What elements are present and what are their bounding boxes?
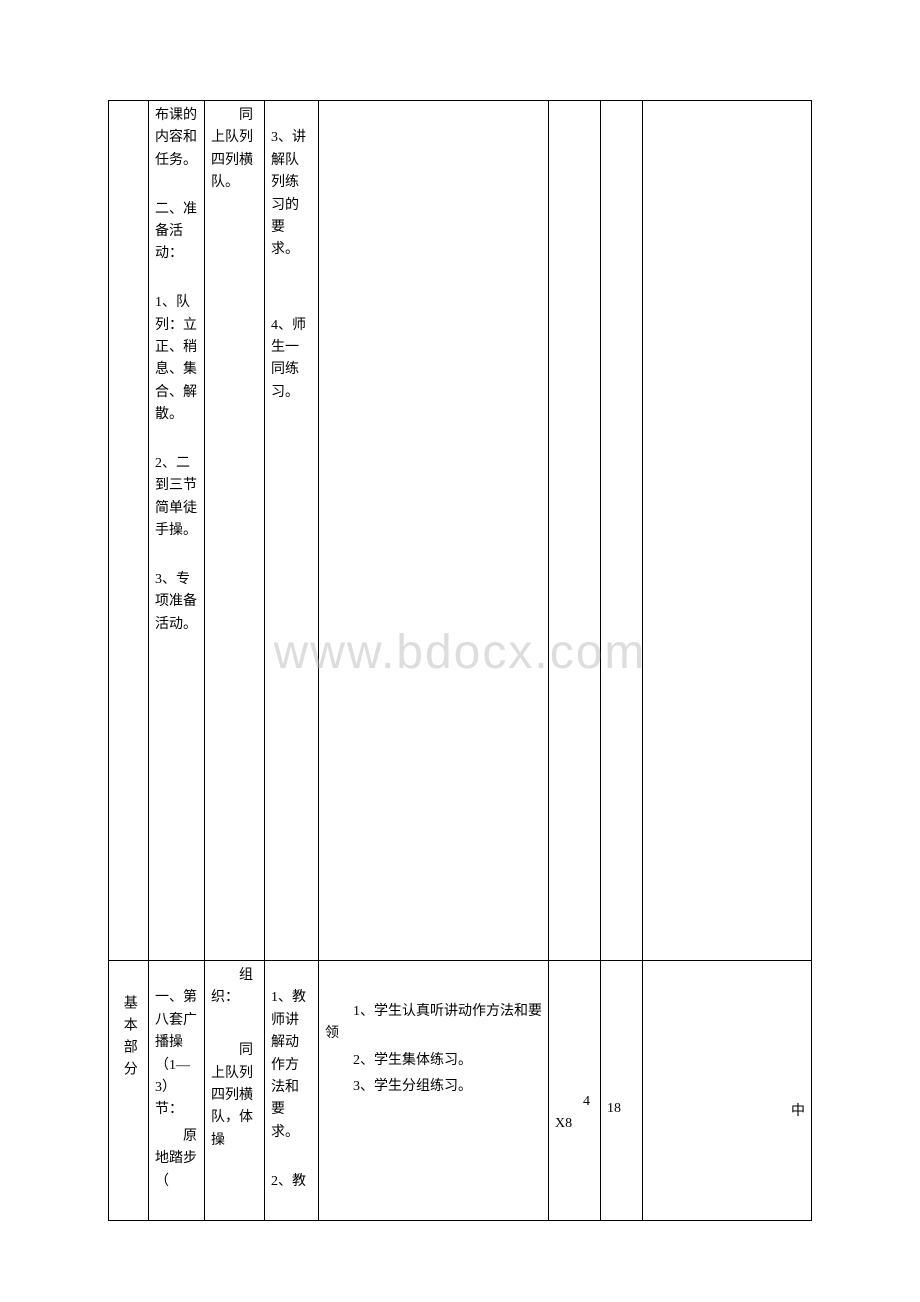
- cell-text: 3、讲解队列练习的要求。: [271, 105, 312, 262]
- cell-teacher-activity-1: 3、讲解队列练习的要求。 4、师生一同练习。: [265, 101, 319, 961]
- cell-text: 2、教: [271, 1148, 312, 1193]
- cell-count-1: [549, 101, 601, 961]
- cell-formation-2: 组织： 同上队列四列横队，体操: [205, 961, 265, 1221]
- cell-formation-1: 同上队列四列横队。: [205, 101, 265, 961]
- cell-time-2: 18: [601, 961, 643, 1221]
- cell-section-label-2: 基本部分: [109, 961, 149, 1221]
- cell-text: 布课的内容和任务。: [155, 105, 198, 172]
- cell-text: 1、教师讲解动作方法和要求。: [271, 965, 312, 1144]
- cell-text: 3、专项准备活动。: [155, 546, 198, 636]
- cell-text: 1、队列：立正、稍息、集合、解散。: [155, 270, 198, 427]
- cell-time-1: [601, 101, 643, 961]
- cell-text: 3、学生分组练习。: [325, 1076, 542, 1098]
- cell-text: 一、第八套广播操（1—3）节：: [155, 965, 198, 1122]
- cell-count-2: 4X8: [549, 961, 601, 1221]
- cell-student-activity-2: 1、学生认真听讲动作方法和要领 2、学生集体练习。 3、学生分组练习。: [319, 961, 549, 1221]
- cell-text: 2、学生集体练习。: [325, 1050, 542, 1072]
- cell-text: 原地踏步（: [155, 1126, 198, 1193]
- table-row: 基本部分 一、第八套广播操（1—3）节： 原地踏步（ 组织： 同上队列四列横队，…: [109, 961, 812, 1221]
- cell-text: 同上队列四列横队，体操: [211, 1040, 258, 1152]
- cell-section-label-1: [109, 101, 149, 961]
- cell-text: [271, 266, 312, 288]
- table-row: 布课的内容和任务。 二、准备活动： 1、队列：立正、稍息、集合、解散。 2、二到…: [109, 101, 812, 961]
- cell-text: 二、准备活动：: [155, 176, 198, 266]
- cell-intensity-2: 中: [643, 961, 812, 1221]
- cell-text: 同上队列四列横队。: [211, 105, 258, 195]
- cell-text: 2、二到三节简单徒手操。: [155, 430, 198, 542]
- cell-intensity-1: [643, 101, 812, 961]
- cell-text: [211, 1014, 258, 1036]
- lesson-plan-table: 布课的内容和任务。 二、准备活动： 1、队列：立正、稍息、集合、解散。 2、二到…: [108, 100, 812, 1221]
- cell-content-main: 一、第八套广播操（1—3）节： 原地踏步（: [149, 961, 205, 1221]
- cell-teacher-activity-2: 1、教师讲解动作方法和要求。 2、教: [265, 961, 319, 1221]
- cell-text: 4、师生一同练习。: [271, 292, 312, 404]
- cell-student-activity-1: [319, 101, 549, 961]
- vertical-label: 基本部分: [117, 965, 139, 1083]
- cell-text: 1、学生认真听讲动作方法和要领: [325, 1001, 542, 1046]
- cell-content-tasks: 布课的内容和任务。 二、准备活动： 1、队列：立正、稍息、集合、解散。 2、二到…: [149, 101, 205, 961]
- page-container: 布课的内容和任务。 二、准备活动： 1、队列：立正、稍息、集合、解散。 2、二到…: [0, 0, 920, 1281]
- cell-text: 组织：: [211, 965, 258, 1010]
